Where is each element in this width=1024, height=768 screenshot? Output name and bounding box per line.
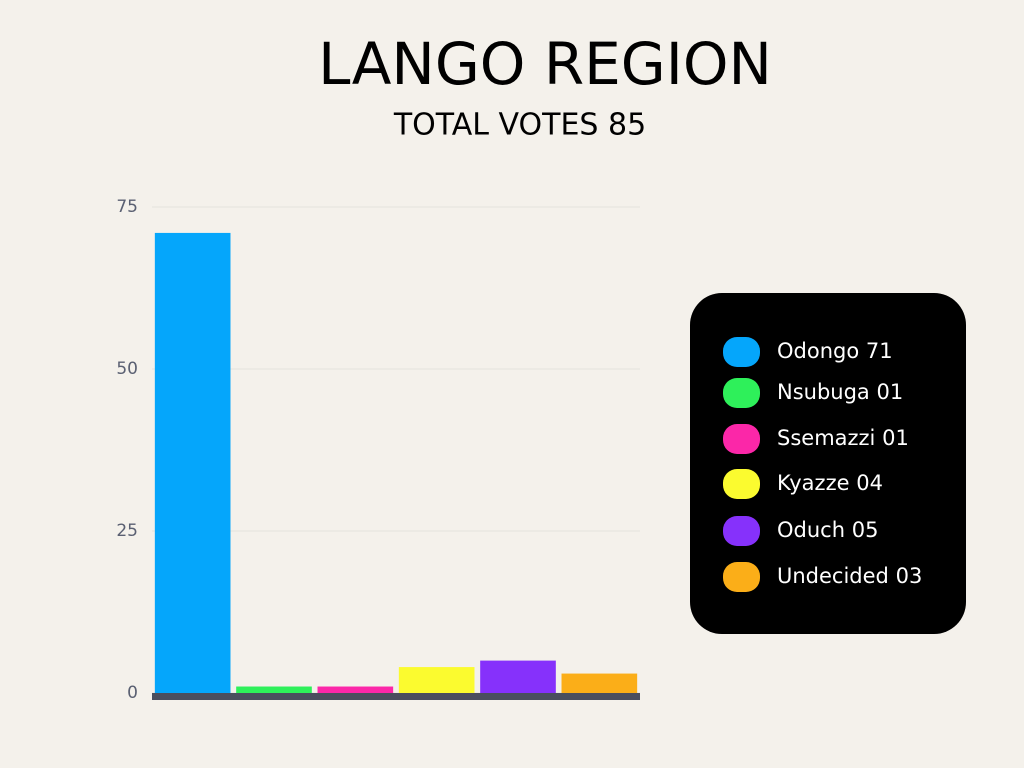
legend-swatch <box>723 516 760 546</box>
legend-label: Oduch 05 <box>777 518 878 542</box>
chart-title: LANGO REGION <box>318 30 772 98</box>
legend-label: Nsubuga 01 <box>777 380 903 404</box>
bar <box>480 660 556 693</box>
legend-value: 05 <box>852 518 879 542</box>
bar <box>317 686 394 693</box>
legend-value: 71 <box>866 339 893 363</box>
legend-label: Odongo 71 <box>777 339 893 363</box>
legend-name: Oduch <box>777 518 845 542</box>
x-axis <box>152 693 640 700</box>
y-tick-label: 50 <box>116 359 138 379</box>
bar <box>236 686 312 693</box>
legend-box <box>690 293 966 634</box>
legend-name: Kyazze <box>777 471 850 495</box>
chart-subtitle: TOTAL VOTES 85 <box>393 108 646 143</box>
legend-swatch <box>723 337 760 367</box>
legend-value: 01 <box>882 426 909 450</box>
legend-name: Ssemazzi <box>777 426 875 450</box>
legend-name: Nsubuga <box>777 380 870 404</box>
bar <box>398 667 475 693</box>
legend-name: Odongo <box>777 339 859 363</box>
legend-value: 04 <box>856 471 883 495</box>
legend-label: Undecided 03 <box>777 564 922 588</box>
legend-value: 03 <box>896 564 923 588</box>
bar <box>561 673 638 693</box>
y-tick-label: 0 <box>127 683 138 703</box>
y-tick-label: 75 <box>116 197 138 217</box>
legend-label: Kyazze 04 <box>777 471 883 495</box>
bar <box>154 232 231 694</box>
legend-swatch <box>723 562 760 592</box>
legend-swatch <box>723 469 760 499</box>
legend-value: 01 <box>877 380 904 404</box>
legend-name: Undecided <box>777 564 889 588</box>
legend-swatch <box>723 424 760 454</box>
legend-label: Ssemazzi 01 <box>777 426 909 450</box>
legend-swatch <box>723 378 760 408</box>
y-tick-label: 25 <box>116 521 138 541</box>
